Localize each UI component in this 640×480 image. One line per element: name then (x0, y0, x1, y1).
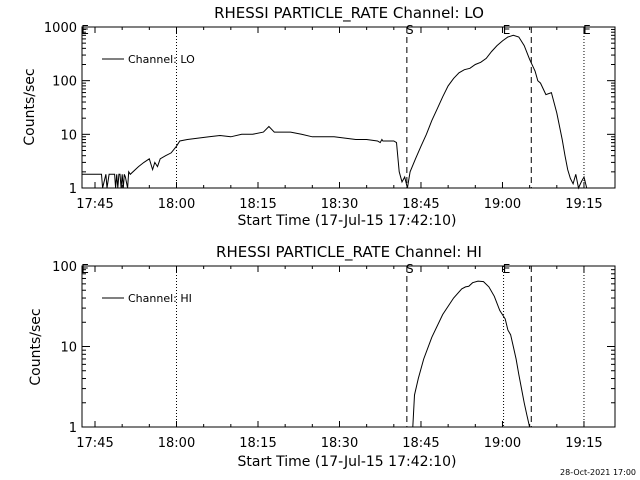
panel-hi-xlabel: Start Time (17-Jul-15 17:42:10) (237, 454, 456, 470)
x-tick-label: 18:15 (239, 436, 276, 451)
panel-lo: RHESSI PARTICLE_RATE Channel: LO S EE E 11… (22, 4, 616, 229)
x-tick-label: 18:15 (239, 197, 276, 212)
event-marker: E (81, 262, 89, 276)
panel-hi-x-tick-labels: 17:45 18:00 18:15 18:30 18:45 19:00 19:15 (76, 436, 602, 451)
panel-lo-ticks (81, 26, 615, 189)
y-tick-label: 1000 (44, 21, 77, 36)
panel-hi-title: RHESSI PARTICLE_RATE Channel: HI (216, 243, 482, 262)
panel-hi-y-tick-labels: 1 10 100 (52, 260, 77, 436)
x-tick-label: 18:00 (158, 197, 195, 212)
x-tick-label: 18:45 (402, 436, 439, 451)
panel-hi-frame (81, 265, 616, 428)
y-tick-label: 1 (69, 182, 77, 197)
panel-lo-ylabel: Counts/sec (22, 68, 38, 145)
x-tick-label: 19:00 (484, 436, 521, 451)
x-tick-label: 17:45 (76, 197, 113, 212)
x-tick-label: 19:15 (565, 436, 602, 451)
series-line (412, 280, 531, 428)
event-marker: E (503, 23, 511, 37)
panel-lo-frame (81, 26, 616, 189)
event-marker: E (583, 23, 591, 37)
x-tick-label: 19:00 (484, 197, 521, 212)
x-tick-label: 18:45 (402, 197, 439, 212)
x-tick-label: 19:15 (565, 197, 602, 212)
panel-hi-ticks (81, 265, 615, 428)
event-marker: E (81, 23, 89, 37)
y-tick-label: 10 (60, 128, 77, 143)
panel-lo-y-tick-labels: 1 10 100 1000 (44, 21, 77, 197)
panel-lo-markers: S EE E (81, 23, 591, 37)
panel-lo-x-tick-labels: 17:45 18:00 18:15 18:30 18:45 19:00 19:15 (76, 197, 602, 212)
panel-hi-series (412, 280, 531, 428)
y-tick-label: 1 (69, 421, 77, 436)
panel-hi-markers: S EE (81, 262, 510, 276)
panel-hi-legend-label: Channel: HI (128, 292, 192, 305)
panel-lo-xlabel: Start Time (17-Jul-15 17:42:10) (237, 213, 456, 229)
event-marker: S (406, 262, 414, 276)
y-tick-label: 100 (52, 260, 77, 275)
panel-hi-ylabel: Counts/sec (28, 308, 44, 385)
y-tick-label: 10 (60, 341, 77, 356)
x-tick-label: 17:45 (76, 436, 113, 451)
panel-lo-series (82, 34, 588, 190)
panel-hi: RHESSI PARTICLE_RATE Channel: HI S E E 1 10… (28, 243, 616, 470)
x-tick-label: 18:30 (321, 436, 358, 451)
timestamp: 28-Oct-2021 17:00 (560, 468, 636, 477)
panel-hi-reference-lines (175, 266, 585, 427)
x-tick-label: 18:30 (321, 197, 358, 212)
panel-lo-legend-label: Channel: LO (128, 53, 195, 66)
event-marker: S (406, 23, 414, 37)
panel-lo-reference-lines (175, 27, 585, 188)
series-line (82, 34, 588, 190)
x-tick-label: 18:00 (158, 436, 195, 451)
panel-lo-title: RHESSI PARTICLE_RATE Channel: LO (214, 4, 484, 23)
event-marker: E (503, 262, 511, 276)
y-tick-label: 100 (52, 75, 77, 90)
